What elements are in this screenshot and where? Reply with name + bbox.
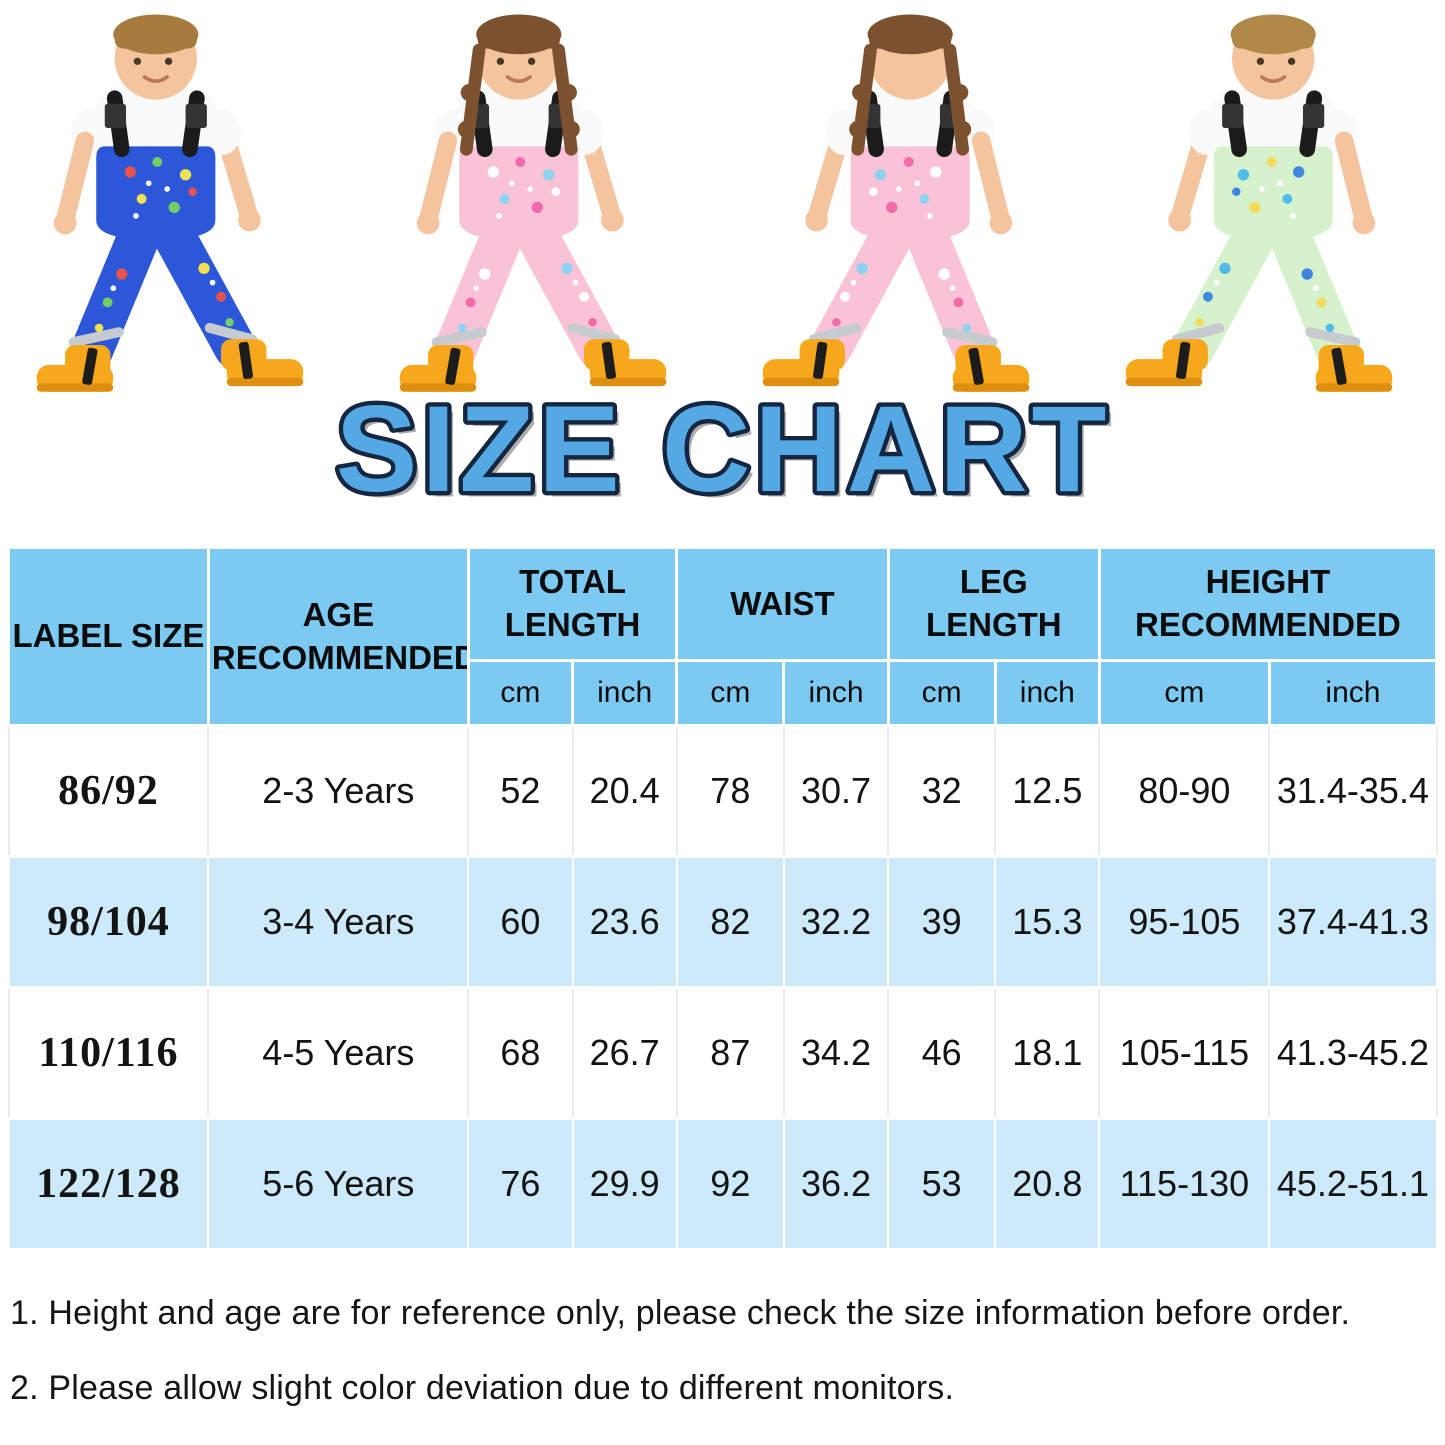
unit-leg-inch: inch (993, 659, 1101, 727)
product-photos (0, 0, 1445, 436)
cell-age: 5-6 Years (207, 1117, 470, 1250)
cell-total-inch: 29.9 (571, 1117, 678, 1250)
cell-age: 3-4 Years (207, 855, 470, 989)
cell-height-inch: 45.2-51.1 (1268, 1117, 1438, 1250)
cell-total-cm: 60 (467, 855, 574, 989)
header-leg-length: LEG LENGTH (886, 546, 1101, 662)
cell-height-inch: 31.4-35.4 (1268, 724, 1438, 858)
cell-height-cm: 95-105 (1098, 855, 1271, 989)
cell-waist-cm: 87 (675, 986, 785, 1120)
title-shadow-text: SIZE CHART (341, 386, 1116, 523)
cell-waist-inch: 30.7 (782, 724, 890, 858)
cell-leg-cm: 39 (887, 855, 997, 989)
cell-age: 4-5 Years (207, 986, 470, 1120)
cell-waist-inch: 34.2 (782, 986, 890, 1120)
cell-leg-cm: 53 (887, 1117, 997, 1250)
cell-waist-inch: 36.2 (782, 1117, 890, 1250)
cell-height-inch: 37.4-41.3 (1268, 855, 1438, 989)
cell-leg-inch: 18.1 (994, 986, 1101, 1120)
table-unit-row: cm inch cm inch cm inch cm inch (9, 659, 1439, 727)
cell-height-cm: 105-115 (1098, 986, 1271, 1120)
header-label-size: LABEL SIZE (7, 546, 210, 727)
table-header-row: LABEL SIZE AGE RECOMMENDED TOTAL LENGTH … (7, 546, 1439, 727)
unit-waist-cm: cm (675, 659, 786, 727)
header-total-length: TOTAL LENGTH (466, 546, 679, 662)
page-title: SIZE CHART SIZE CHART (0, 375, 1445, 523)
title-main-text: SIZE CHART (335, 380, 1110, 517)
cell-label-size: 86/92 (7, 724, 210, 858)
unit-total-inch: inch (571, 659, 679, 727)
cell-leg-cm: 46 (887, 986, 997, 1120)
cell-total-cm: 68 (467, 986, 574, 1120)
header-height-recommended: HEIGHT RECOMMENDED (1097, 546, 1439, 662)
footnote-1: 1. Height and age are for reference only… (10, 1294, 1351, 1332)
size-chart-title-art: SIZE CHART SIZE CHART (331, 375, 1116, 523)
header-age-recommended: AGE RECOMMENDED (206, 546, 470, 727)
cell-waist-cm: 78 (675, 724, 785, 858)
table-row-122-128: 122/128 5-6 Years 76 29.9 92 36.2 53 20.… (7, 1117, 1438, 1250)
table-row-86-92: 86/92 2-3 Years 52 20.4 78 30.7 32 12.5 … (7, 724, 1438, 858)
cell-waist-cm: 82 (675, 855, 785, 989)
cell-leg-inch: 15.3 (994, 855, 1101, 989)
cell-total-cm: 76 (467, 1117, 574, 1250)
table-row-98-104: 98/104 3-4 Years 60 23.6 82 32.2 39 15.3… (7, 855, 1438, 989)
kid-photo-pink-back-view (740, 10, 1052, 436)
cell-label-size: 122/128 (7, 1117, 210, 1250)
cell-label-size: 98/104 (7, 855, 210, 989)
unit-height-inch: inch (1267, 659, 1439, 727)
cell-height-cm: 115-130 (1098, 1117, 1271, 1250)
cell-total-inch: 20.4 (571, 724, 678, 858)
unit-total-cm: cm (466, 659, 575, 727)
kid-photo-pink-unicorn (377, 10, 689, 436)
cell-total-cm: 52 (467, 724, 574, 858)
unit-height-cm: cm (1097, 659, 1271, 727)
unit-waist-inch: inch (782, 659, 890, 727)
footnote-2: 2. Please allow slight color deviation d… (10, 1369, 955, 1407)
cell-height-inch: 41.3-45.2 (1268, 986, 1438, 1120)
cell-height-cm: 80-90 (1098, 724, 1271, 858)
footnotes: 1. Height and age are for reference only… (10, 1294, 1445, 1408)
cell-waist-inch: 32.2 (782, 855, 890, 989)
kid-photo-blue-dino (14, 10, 326, 436)
table-row-110-116: 110/116 4-5 Years 68 26.7 87 34.2 46 18.… (7, 986, 1438, 1120)
cell-leg-inch: 20.8 (994, 1117, 1101, 1250)
cell-leg-inch: 12.5 (994, 724, 1101, 858)
size-table: LABEL SIZE AGE RECOMMENDED TOTAL LENGTH … (7, 546, 1439, 1250)
kid-photo-mint-dino (1103, 10, 1415, 436)
cell-leg-cm: 32 (887, 724, 997, 858)
cell-label-size: 110/116 (7, 986, 210, 1120)
cell-total-inch: 26.7 (571, 986, 678, 1120)
cell-waist-cm: 92 (675, 1117, 785, 1250)
unit-leg-cm: cm (886, 659, 997, 727)
cell-age: 2-3 Years (207, 724, 470, 858)
cell-total-inch: 23.6 (571, 855, 678, 989)
header-waist: WAIST (675, 546, 890, 662)
